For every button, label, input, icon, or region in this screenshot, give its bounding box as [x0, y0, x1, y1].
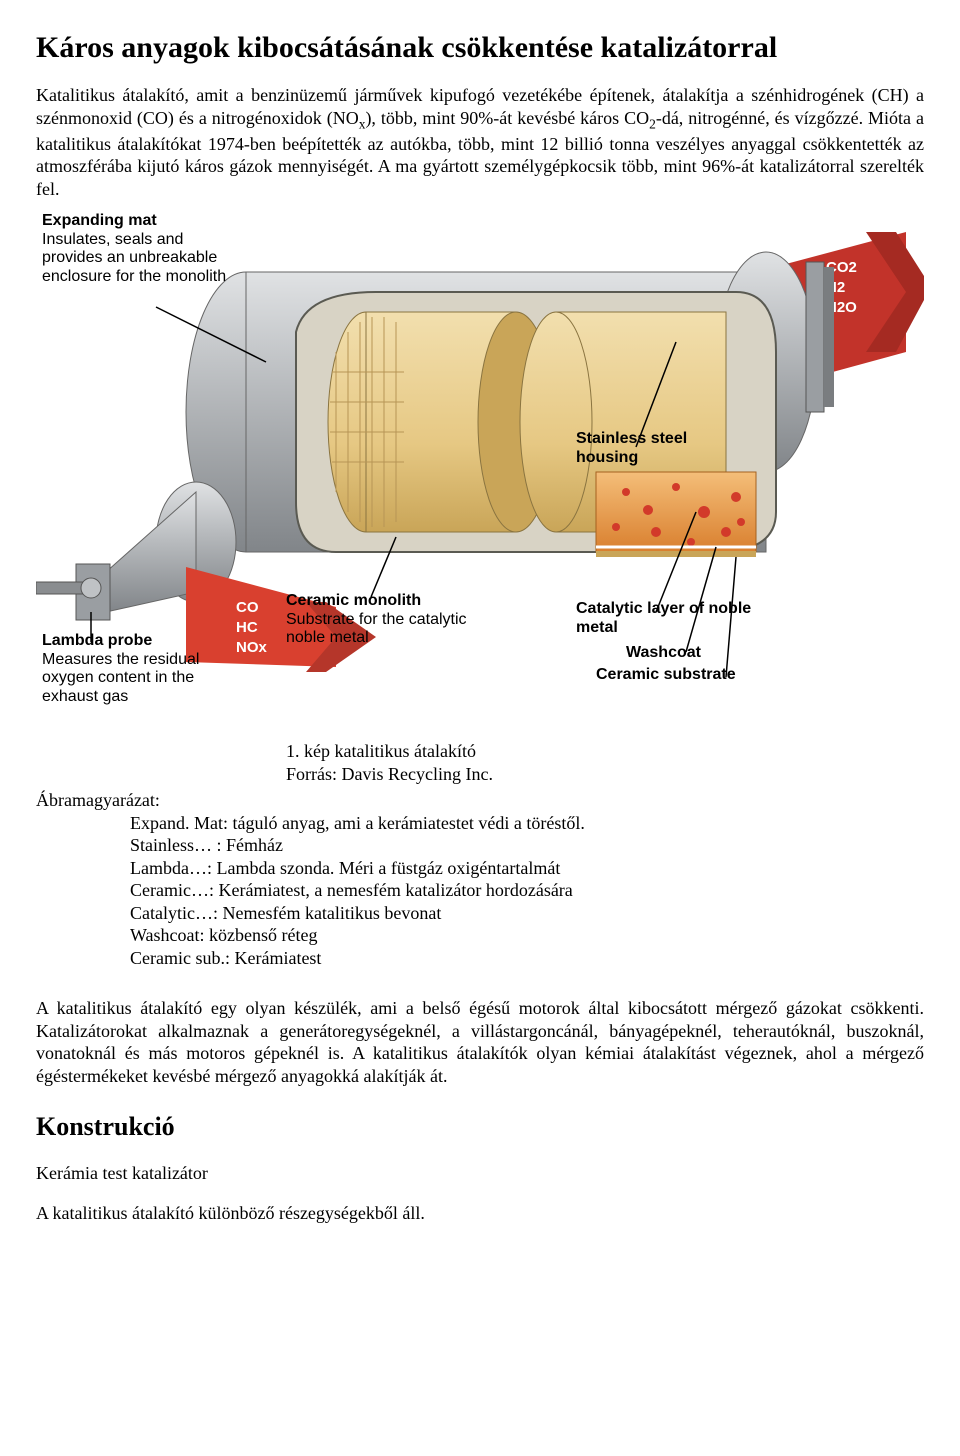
body-paragraph-3: A katalitikus átalakító különböző részeg…	[36, 1202, 924, 1225]
arrow-in-hc: HC	[236, 619, 258, 636]
legend-line-1: Expand. Mat: táguló anyag, ami a kerámia…	[130, 812, 924, 835]
legend-header: Ábramagyarázat:	[36, 789, 924, 812]
label-stainless-housing: Stainless steel housing	[576, 430, 746, 467]
arrow-in-co: CO	[236, 599, 259, 616]
legend-line-3: Lambda…: Lambda szonda. Méri a füstgáz o…	[130, 857, 924, 880]
section-heading-konstrukcio: Konstrukció	[36, 1111, 924, 1144]
intro-paragraph: Katalitikus átalakító, amit a benzinüzem…	[36, 84, 924, 200]
legend-line-7: Ceramic sub.: Kerámiatest	[130, 947, 924, 970]
legend-line-6: Washcoat: közbenső réteg	[130, 924, 924, 947]
body-paragraph-2: A katalitikus átalakító egy olyan készül…	[36, 997, 924, 1087]
caption-block: 1. kép katalitikus átalakító Forrás: Dav…	[286, 740, 924, 785]
legend-line-5: Catalytic…: Nemesfém katalitikus bevonat	[130, 902, 924, 925]
label-expanding-mat: Expanding mat Insulates, seals and provi…	[42, 212, 242, 286]
figure-caption-2: Forrás: Davis Recycling Inc.	[286, 763, 924, 786]
subsection-keramia: Kerámia test katalizátor	[36, 1162, 924, 1185]
label-catalytic-layer: Catalytic layer of noble metal	[576, 600, 776, 637]
label-ceramic-monolith: Ceramic monolith Substrate for the catal…	[286, 592, 476, 647]
catalytic-converter-diagram: CO2 N2 H2O	[36, 212, 924, 732]
arrow-in-nox: NOx	[236, 639, 268, 656]
label-washcoat: Washcoat	[626, 644, 826, 662]
legend-line-2: Stainless… : Fémház	[130, 834, 924, 857]
legend-line-4: Ceramic…: Kerámiatest, a nemesfém katali…	[130, 879, 924, 902]
label-ceramic-substrate: Ceramic substrate	[596, 666, 816, 684]
diagram-container: CO2 N2 H2O	[36, 212, 924, 732]
page-title: Káros anyagok kibocsátásának csökkentése…	[36, 30, 924, 66]
legend-block: Ábramagyarázat: Expand. Mat: táguló anya…	[36, 789, 924, 969]
figure-caption-1: 1. kép katalitikus átalakító	[286, 740, 924, 763]
label-lambda-probe: Lambda probe Measures the residual oxyge…	[42, 632, 212, 706]
